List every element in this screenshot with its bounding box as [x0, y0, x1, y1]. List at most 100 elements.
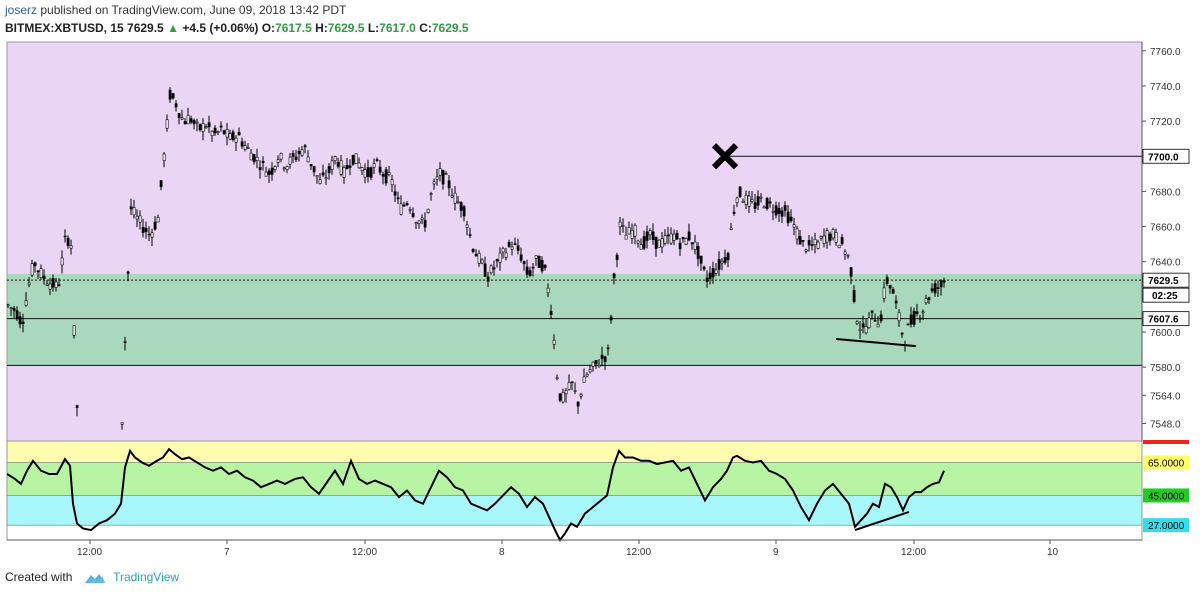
candle-body — [915, 311, 919, 315]
candle-body — [633, 225, 637, 237]
candle-body — [816, 241, 820, 249]
candle-body — [564, 390, 568, 395]
candle-body — [714, 269, 718, 274]
candle-body — [660, 238, 664, 248]
candle-body — [372, 163, 376, 168]
oscillator-line — [6, 447, 945, 542]
candle-body — [27, 282, 31, 286]
price-tick-label: 7680.0 — [1150, 187, 1181, 198]
up-triangle-icon: ▲ — [167, 21, 179, 35]
symbol-label[interactable]: BITMEX:XBTUSD, 15 — [5, 21, 124, 35]
candle-body — [636, 240, 640, 244]
candle-body — [894, 300, 898, 304]
price-tick-label: 7580.0 — [1150, 363, 1181, 374]
candle-body — [33, 262, 37, 267]
candle-body — [504, 252, 508, 258]
osc-label-1: 45.0000 — [1148, 491, 1185, 502]
tradingview-link[interactable]: TradingView — [113, 570, 180, 584]
price-label-7607: 7607.6 — [1148, 315, 1179, 326]
candle-body — [156, 217, 160, 223]
candle-body — [831, 229, 835, 239]
time-tick-label: 8 — [499, 547, 505, 558]
candle-body — [333, 156, 337, 161]
candle-body — [462, 206, 466, 217]
candle-body — [822, 235, 826, 244]
candle-body — [558, 393, 562, 401]
candle-body — [882, 287, 886, 299]
candle-body — [459, 202, 463, 211]
candle-body — [906, 323, 910, 326]
osc-label-box-2 — [1143, 518, 1189, 533]
candle-body — [921, 311, 925, 314]
price-tick-label: 7600.0 — [1150, 328, 1181, 339]
candle-body — [621, 225, 625, 227]
candle-body — [600, 354, 604, 359]
candle-body — [252, 154, 256, 163]
candle-body — [702, 266, 706, 270]
candle-body — [852, 289, 856, 302]
candle-body — [729, 227, 733, 230]
price-zone-2 — [7, 274, 1142, 366]
candle-body — [150, 232, 154, 238]
candle-body — [198, 124, 202, 131]
candle-body — [129, 206, 133, 210]
candle-body — [276, 159, 280, 163]
candle-body — [768, 201, 772, 204]
price-chart[interactable]: 7760.0 7740.0 7720.0 7700.0 7680.0 7660.0 7640… — [0, 40, 1200, 565]
candle-body — [456, 201, 460, 204]
candle-body — [450, 195, 454, 198]
candle-body — [405, 202, 409, 206]
candle-body — [786, 211, 790, 224]
candle-body — [21, 321, 25, 325]
candle-body — [498, 252, 502, 263]
candle-body — [384, 169, 388, 184]
candle-body — [654, 236, 658, 249]
candle-body — [444, 173, 448, 175]
candle-body — [708, 272, 712, 279]
candle-body — [390, 179, 394, 186]
candle-body — [522, 261, 526, 265]
candle-body — [696, 246, 700, 259]
candle-body — [609, 316, 613, 321]
candle-body — [825, 230, 829, 243]
candle-body — [147, 233, 151, 236]
candle-body — [744, 194, 748, 205]
candle-body — [735, 197, 739, 203]
candle-body — [12, 308, 16, 312]
candle-body — [300, 149, 304, 156]
published-line: joserz published on TradingView.com, Jun… — [5, 3, 346, 17]
candle-body — [750, 199, 754, 202]
candle-body — [723, 257, 727, 263]
candle-body — [525, 266, 529, 275]
candle-body — [912, 310, 916, 325]
candle-body — [216, 131, 220, 133]
candle-body — [171, 93, 175, 99]
candle-body — [474, 254, 478, 257]
price-tick-label: 7740.0 — [1150, 82, 1181, 93]
candle-body — [471, 248, 475, 252]
candle-body — [885, 277, 889, 284]
candle-body — [258, 167, 262, 171]
candle-body — [891, 289, 895, 294]
candle-body — [243, 145, 247, 150]
candle-body — [138, 215, 142, 223]
candle-body — [699, 255, 703, 264]
candle-body — [552, 339, 556, 345]
author-link[interactable]: joserz — [5, 3, 38, 17]
candle-body — [924, 298, 928, 304]
candle-body — [141, 227, 145, 233]
tradingview-logo-icon — [84, 573, 105, 583]
candle-body — [675, 232, 679, 240]
candle-body — [717, 258, 721, 270]
candle-body — [285, 166, 289, 170]
candle-body — [30, 263, 34, 276]
candle-body — [480, 259, 484, 264]
candle-body — [393, 191, 397, 196]
candle-body — [930, 288, 934, 292]
candle-body — [231, 131, 235, 140]
candle-body — [738, 186, 742, 197]
candle-body — [585, 373, 589, 377]
candle-body — [918, 317, 922, 320]
price-tick-label: 7760.0 — [1150, 47, 1181, 58]
countdown-label: 02:25 — [1152, 291, 1178, 302]
